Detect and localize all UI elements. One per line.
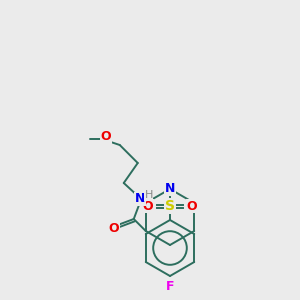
Text: O: O [187, 200, 197, 212]
Text: O: O [108, 223, 119, 236]
Text: S: S [165, 199, 175, 213]
Text: N: N [165, 182, 175, 196]
Text: O: O [100, 130, 111, 143]
Text: O: O [143, 200, 153, 212]
Text: N: N [135, 193, 145, 206]
Text: H: H [145, 190, 153, 200]
Text: F: F [166, 280, 174, 292]
